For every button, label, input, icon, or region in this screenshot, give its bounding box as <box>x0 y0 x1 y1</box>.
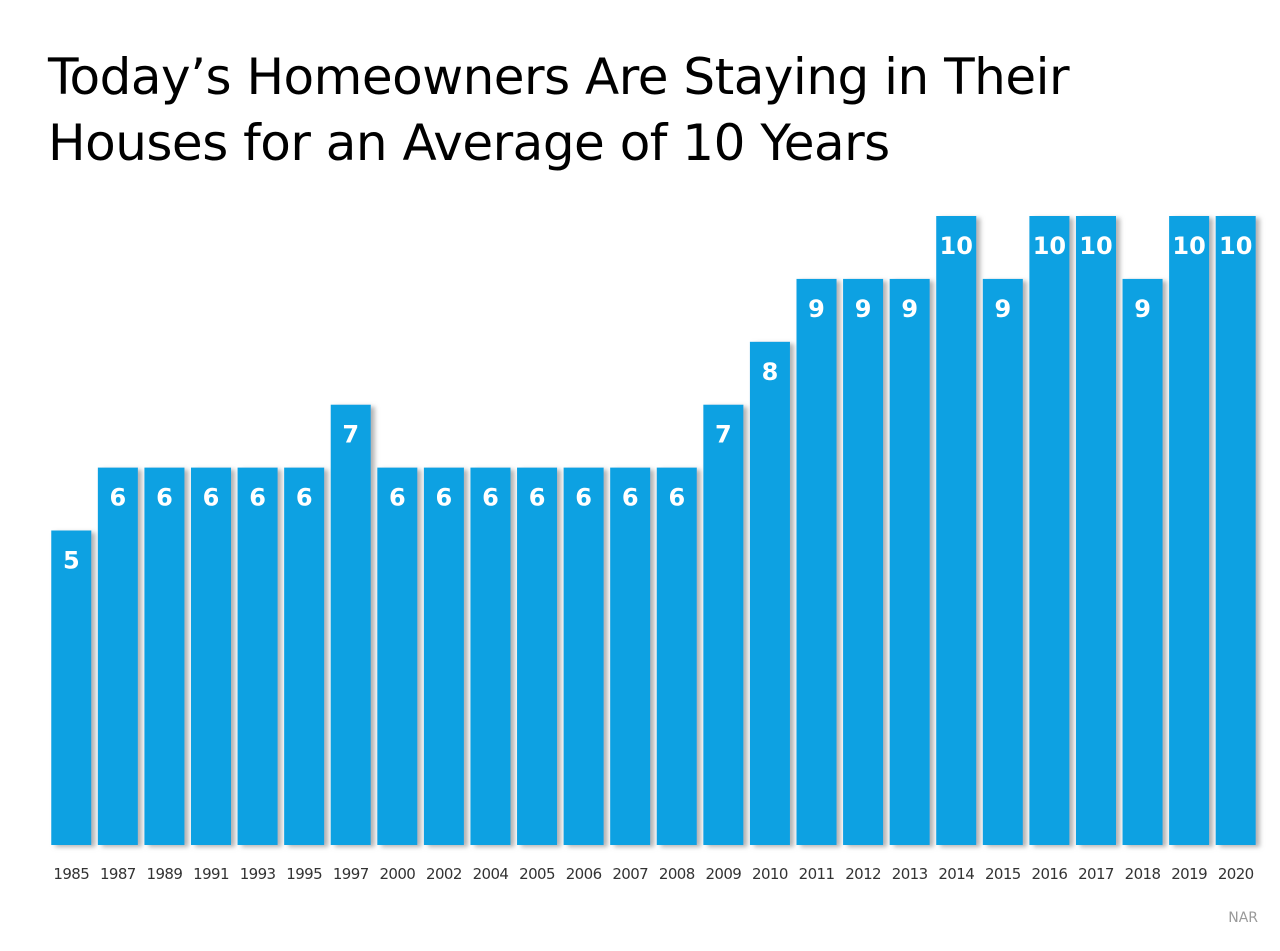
x-tick-2010: 2010 <box>752 865 788 883</box>
x-tick-1991: 1991 <box>193 865 229 883</box>
bar-2015 <box>982 278 1023 845</box>
x-tick-2017: 2017 <box>1078 865 1114 883</box>
x-tick-2018: 2018 <box>1125 865 1161 883</box>
bar-2011 <box>796 278 837 845</box>
x-tick-1989: 1989 <box>147 865 183 883</box>
data-label-2006: 6 <box>575 484 592 512</box>
x-tick-1987: 1987 <box>100 865 136 883</box>
data-label-2009: 7 <box>715 421 732 449</box>
data-label-1985: 5 <box>63 547 80 575</box>
data-label-2018: 9 <box>1134 295 1151 323</box>
data-label-1987: 6 <box>110 484 127 512</box>
bar-2004 <box>470 467 511 845</box>
x-tick-1997: 1997 <box>333 865 369 883</box>
data-label-2020: 10 <box>1219 232 1252 260</box>
data-label-1989: 6 <box>156 484 173 512</box>
data-label-2002: 6 <box>436 484 453 512</box>
data-label-2007: 6 <box>622 484 639 512</box>
bar-2010 <box>749 341 790 845</box>
x-tick-1993: 1993 <box>240 865 276 883</box>
bar-1997 <box>330 404 371 845</box>
bar-1995 <box>284 467 325 845</box>
bar-2012 <box>843 278 884 845</box>
x-axis-ticks: 1985 1987 1989 1991 1993 1995 1997 2000 2002 2004… <box>53 865 1254 883</box>
x-tick-1985: 1985 <box>53 865 89 883</box>
data-label-2004: 6 <box>482 484 499 512</box>
data-label-1995: 6 <box>296 484 313 512</box>
x-tick-2014: 2014 <box>938 865 974 883</box>
bar-2020 <box>1215 216 1256 845</box>
data-label-1993: 6 <box>249 484 266 512</box>
x-tick-2002: 2002 <box>426 865 462 883</box>
chart-title-line-1: Today’s Homeowners Are Staying in Their <box>48 48 1070 106</box>
x-tick-2009: 2009 <box>705 865 741 883</box>
bar-2007 <box>610 467 651 845</box>
bar-1989 <box>144 467 185 845</box>
x-tick-2016: 2016 <box>1032 865 1068 883</box>
x-tick-2007: 2007 <box>612 865 648 883</box>
data-label-2019: 10 <box>1172 232 1205 260</box>
chart-title-line-2: Houses for an Average of 10 Years <box>48 114 890 172</box>
data-label-1991: 6 <box>203 484 220 512</box>
data-label-2012: 9 <box>855 295 872 323</box>
x-tick-2006: 2006 <box>566 865 602 883</box>
data-label-2015: 9 <box>994 295 1011 323</box>
data-labels-group: 5 6 6 6 6 6 7 6 6 6 6 6 6 6 7 8 9 9 9 10 9 10 10 9 10 10 <box>63 232 1252 575</box>
bars-group <box>51 216 1256 845</box>
x-tick-2013: 2013 <box>892 865 928 883</box>
x-tick-2008: 2008 <box>659 865 695 883</box>
x-tick-2012: 2012 <box>845 865 881 883</box>
x-tick-2000: 2000 <box>379 865 415 883</box>
data-label-2014: 10 <box>940 232 973 260</box>
bar-2017 <box>1075 216 1117 845</box>
data-label-2013: 9 <box>901 295 918 323</box>
bar-2016 <box>1029 216 1070 845</box>
bar-2008 <box>656 467 697 845</box>
bar-1985 <box>51 530 92 845</box>
x-tick-1995: 1995 <box>286 865 322 883</box>
bar-2009 <box>703 404 744 845</box>
x-tick-2004: 2004 <box>473 865 509 883</box>
data-label-2005: 6 <box>529 484 546 512</box>
data-label-2016: 10 <box>1033 232 1066 260</box>
bar-2000 <box>377 467 418 845</box>
data-label-2000: 6 <box>389 484 406 512</box>
bar-2005 <box>517 467 558 845</box>
bar-1993 <box>237 467 278 845</box>
data-label-1997: 7 <box>342 421 359 449</box>
data-label-2011: 9 <box>808 295 825 323</box>
bar-1987 <box>97 467 138 845</box>
source-label: NAR <box>1228 910 1258 926</box>
data-label-2017: 10 <box>1079 232 1112 260</box>
bar-2006 <box>563 467 604 845</box>
chart-title: Today’s Homeowners Are Staying in Their … <box>48 44 1228 176</box>
bar-2002 <box>423 467 464 845</box>
x-tick-2020: 2020 <box>1218 865 1254 883</box>
bar-2019 <box>1169 216 1210 845</box>
bar-2018 <box>1122 278 1163 845</box>
x-tick-2019: 2019 <box>1171 865 1207 883</box>
data-label-2008: 6 <box>668 484 685 512</box>
bar-2014 <box>936 216 977 845</box>
bar-2013 <box>889 278 930 845</box>
x-tick-2005: 2005 <box>519 865 555 883</box>
x-tick-2011: 2011 <box>799 865 835 883</box>
bar-1991 <box>190 467 232 845</box>
data-label-2010: 8 <box>762 358 779 386</box>
x-tick-2015: 2015 <box>985 865 1021 883</box>
